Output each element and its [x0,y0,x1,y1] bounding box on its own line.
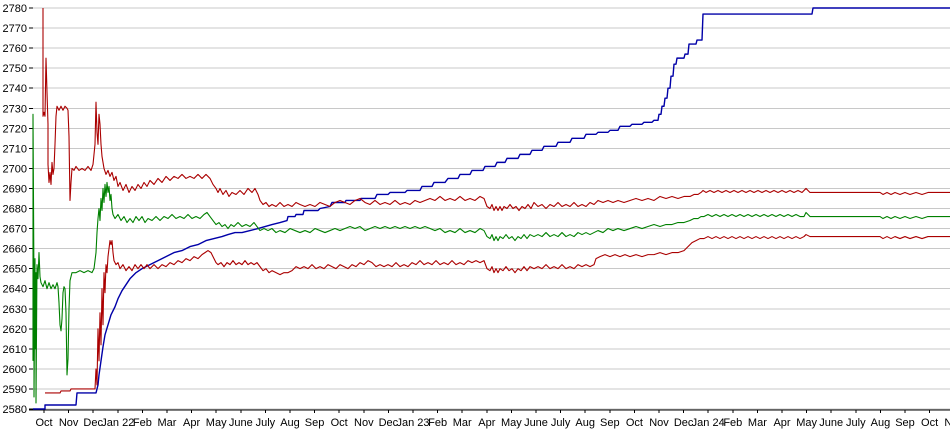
y-axis-label: 2680 [3,204,27,216]
y-axis-label: 2760 [3,43,27,55]
y-axis-label: 2610 [3,344,27,356]
y-axis-label: 2660 [3,244,27,256]
x-axis-label: June [524,417,548,429]
x-axis-label: Feb [723,417,742,429]
x-axis-label: Aug [575,417,595,429]
y-axis-label: 2720 [3,123,27,135]
x-axis-label: Apr [478,417,495,429]
y-axis-label: 2780 [3,3,27,15]
y-axis-label: 2700 [3,163,27,175]
y-axis-label: 2630 [3,304,27,316]
x-axis-label: Jan 22 [101,417,134,429]
x-axis-label: Jan 24 [692,417,725,429]
y-axis-label: 2690 [3,183,27,195]
y-axis-label: 2740 [3,83,27,95]
x-axis-label: June [819,417,843,429]
x-axis-label: Aug [871,417,891,429]
x-axis-label: Nov [354,417,374,429]
x-axis-label: Mar [453,417,472,429]
x-axis-label: Nov [944,417,950,429]
x-axis-label: Apr [183,417,200,429]
x-axis-label: July [846,417,866,429]
x-axis-label: Oct [35,417,52,429]
x-axis-label: Mar [158,417,177,429]
y-axis-label: 2750 [3,63,27,75]
y-axis-label: 2620 [3,324,27,336]
x-axis-label: Sep [895,417,915,429]
x-axis-label: Nov [59,417,79,429]
y-axis-label: 2770 [3,23,27,35]
x-axis-label: Sep [305,417,325,429]
x-axis-label: July [551,417,571,429]
series-lower-red-line [45,234,950,394]
x-axis-label: Aug [280,417,300,429]
x-axis-label: Jan 23 [396,417,429,429]
x-axis-label: Oct [626,417,643,429]
y-axis-label: 2710 [3,143,27,155]
x-axis-label: Mar [748,417,767,429]
x-axis-label: Dec [674,417,694,429]
x-axis-label: May [796,417,817,429]
x-axis-label: Nov [649,417,669,429]
x-axis-label: July [256,417,276,429]
x-axis-label: Dec [379,417,399,429]
x-axis-label: Apr [773,417,790,429]
y-axis-label: 2580 [3,404,27,416]
y-axis-label: 2650 [3,264,27,276]
series-blue-line [33,7,950,410]
x-axis-label: Feb [133,417,152,429]
x-axis-label: Oct [921,417,938,429]
x-axis-label: May [501,417,522,429]
y-axis-label: 2600 [3,364,27,376]
y-axis-label: 2590 [3,384,27,396]
x-axis-label: Oct [331,417,348,429]
series-upper-red-line [42,8,950,212]
y-axis-label: 2670 [3,224,27,236]
series-green-line [32,113,950,404]
x-axis-label: May [206,417,227,429]
x-axis-label: Dec [83,417,103,429]
x-axis-label: Feb [428,417,447,429]
x-axis-label: Sep [600,417,620,429]
x-axis-label: June [229,417,253,429]
y-axis-label: 2640 [3,284,27,296]
y-axis-label: 2730 [3,103,27,115]
